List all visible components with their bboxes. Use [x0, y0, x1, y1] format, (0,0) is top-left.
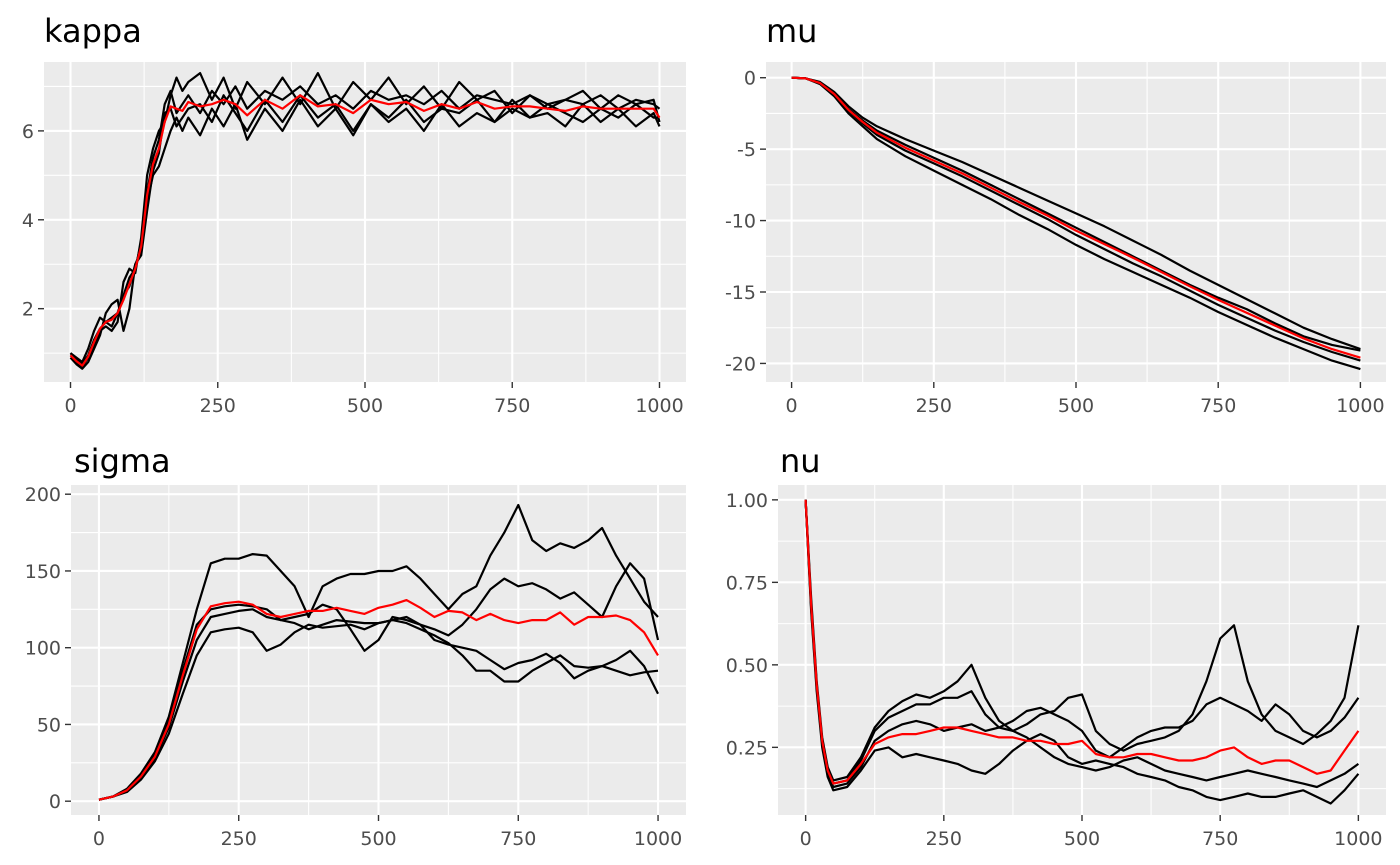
- x-tick-label: 0: [800, 828, 812, 850]
- x-tick-label: 0: [64, 395, 76, 417]
- chain-series-line-2: [804, 499, 1360, 785]
- y-tick-label: 6: [22, 121, 34, 143]
- x-tick-label: 500: [1058, 395, 1094, 417]
- x-tick-label: 0: [93, 828, 105, 850]
- panel-title: sigma: [74, 442, 171, 480]
- x-tick-label: 750: [1202, 828, 1238, 850]
- mean-series-line: [98, 599, 659, 801]
- panel-nu: nu 0 250 500 750 1000 0.25 0.50 0.75 1.00: [726, 442, 1386, 850]
- x-tick-label: 250: [200, 395, 236, 417]
- x-tick-label: 250: [221, 828, 257, 850]
- y-tick-label: 0: [744, 68, 756, 90]
- y-tick-label: -15: [725, 282, 756, 304]
- panel-title: nu: [780, 442, 821, 480]
- panel-sigma: sigma 0 250 500 750 1000 0 50 100 150 200: [25, 442, 686, 850]
- x-tick-label: 500: [347, 395, 383, 417]
- y-tick-label: 0: [49, 791, 61, 813]
- panel-kappa: kappa 0 250 500 750 1000 2 4 6: [22, 12, 686, 417]
- y-tick-label: 50: [37, 714, 61, 736]
- panel-title: mu: [766, 12, 817, 50]
- chain-series-line-4: [791, 76, 1361, 371]
- mean-series-line: [69, 94, 661, 367]
- y-tick-label: 0.75: [726, 572, 768, 594]
- x-tick-label: 1000: [1336, 395, 1384, 417]
- y-tick-label: 100: [25, 638, 61, 660]
- x-tick-label: 750: [1200, 395, 1236, 417]
- chain-series-line-4: [98, 615, 659, 801]
- x-tick-label: 1000: [635, 395, 683, 417]
- panel-title: kappa: [44, 12, 142, 50]
- mean-series-line: [791, 76, 1361, 359]
- chain-series-line-2: [98, 562, 660, 801]
- chain-series-line-1: [804, 499, 1360, 782]
- x-tick-label: 750: [500, 828, 536, 850]
- x-tick-label: 750: [494, 395, 530, 417]
- y-tick-label: -5: [737, 139, 756, 161]
- x-tick-label: 500: [360, 828, 396, 850]
- mean-series-line: [804, 499, 1360, 785]
- y-tick-label: -20: [725, 353, 756, 375]
- x-tick-label: 250: [916, 395, 952, 417]
- x-tick-label: 1000: [634, 828, 682, 850]
- series-group: [791, 76, 1361, 371]
- chain-series-line-3: [804, 499, 1360, 789]
- grid-lines: [44, 62, 686, 382]
- y-tick-label: 0.50: [726, 655, 768, 677]
- series-group: [69, 72, 661, 370]
- panel-mu: mu 0 250 500 750 1000 0 -5 -10 -15 -20: [725, 12, 1386, 417]
- grid-lines: [778, 485, 1386, 815]
- y-tick-label: 200: [25, 484, 61, 506]
- x-tick-label: 1000: [1334, 828, 1382, 850]
- y-tick-label: 2: [22, 299, 34, 321]
- x-tick-label: 500: [1064, 828, 1100, 850]
- y-tick-label: 0.25: [726, 737, 768, 759]
- chain-series-line-2: [69, 72, 661, 368]
- chain-series-line-1: [98, 503, 659, 801]
- series-group: [98, 503, 660, 801]
- x-tick-label: 250: [926, 828, 962, 850]
- y-tick-label: 150: [25, 561, 61, 583]
- chain-series-line-4: [804, 499, 1360, 805]
- y-tick-label: -10: [725, 211, 756, 233]
- y-tick-label: 4: [22, 210, 34, 232]
- x-tick-label: 0: [786, 395, 798, 417]
- y-tick-label: 1.00: [726, 490, 768, 512]
- series-group: [804, 499, 1360, 805]
- chain-series-line-1: [791, 76, 1361, 351]
- chain-series-line-4: [69, 98, 661, 370]
